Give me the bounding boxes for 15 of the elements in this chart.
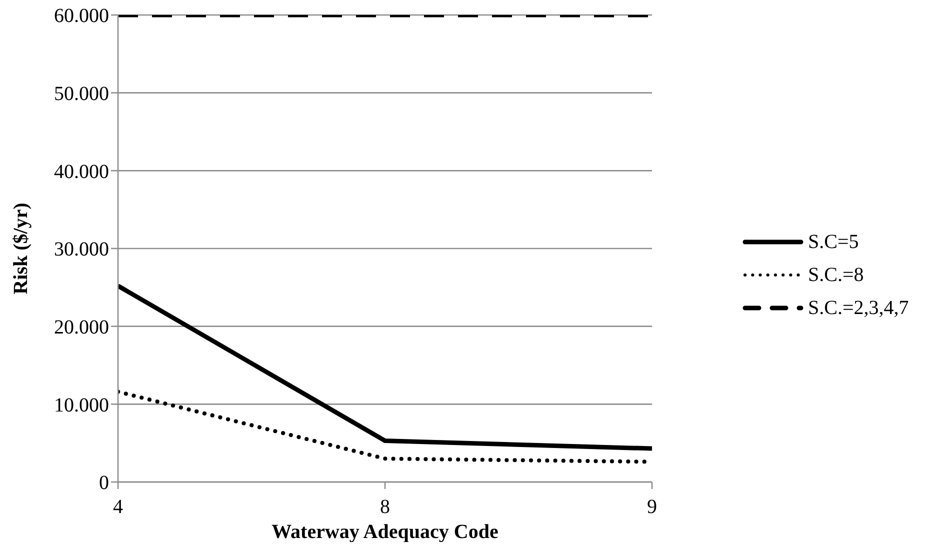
y-tick-label: 10.000 (54, 394, 109, 416)
x-axis-title: Waterway Adequacy Code (272, 521, 498, 543)
legend-label: S.C.=2,3,4,7 (808, 296, 909, 320)
y-axis-title: Risk ($/yr) (10, 202, 32, 294)
y-tick-label: 30.000 (54, 238, 109, 261)
x-tick-label: 4 (113, 496, 123, 518)
y-tick-label: 0 (99, 472, 109, 494)
y-tick-label: 60.000 (54, 5, 109, 28)
legend-label: S.C=5 (808, 230, 859, 254)
y-tick-label: 50.000 (54, 82, 109, 105)
x-tick-label: 9 (647, 496, 657, 518)
y-tick-label: 40.000 (54, 160, 109, 183)
y-tick-label: 20.000 (54, 316, 109, 338)
x-tick-label: 8 (380, 496, 390, 518)
legend-label: S.C.=8 (808, 264, 864, 286)
